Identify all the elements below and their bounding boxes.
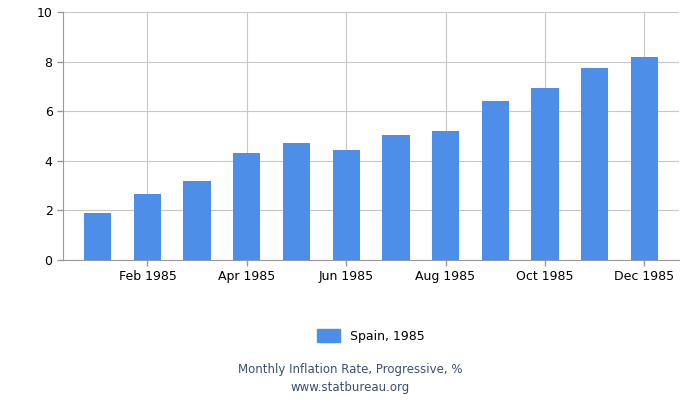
Bar — [631, 57, 658, 260]
Legend: Spain, 1985: Spain, 1985 — [312, 324, 430, 348]
Text: www.statbureau.org: www.statbureau.org — [290, 381, 410, 394]
Bar — [183, 181, 211, 260]
Bar — [581, 68, 608, 260]
Bar — [332, 150, 360, 260]
Bar — [432, 131, 459, 260]
Bar — [482, 101, 509, 260]
Bar — [134, 194, 161, 260]
Text: Monthly Inflation Rate, Progressive, %: Monthly Inflation Rate, Progressive, % — [238, 364, 462, 376]
Bar — [84, 213, 111, 260]
Bar — [283, 144, 310, 260]
Bar — [531, 88, 559, 260]
Bar — [382, 135, 410, 260]
Bar — [233, 153, 260, 260]
